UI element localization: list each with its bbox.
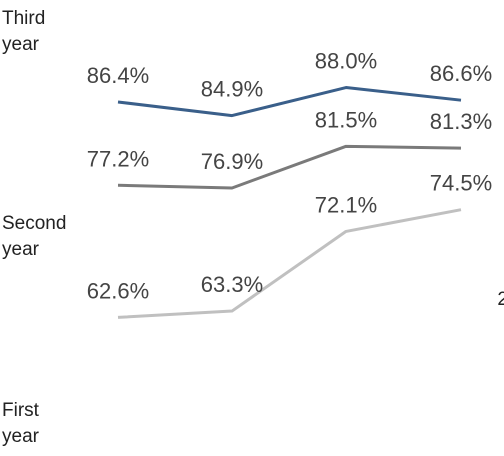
series-line-second-year <box>117 144 462 190</box>
series-label-third-year: Third year <box>2 8 46 55</box>
series-line-third-year <box>117 86 462 118</box>
series-line-first-year <box>117 208 462 319</box>
data-label-second-year-1: 77.2% <box>87 146 149 171</box>
data-label-first-year-2: 63.3% <box>201 272 263 297</box>
series-label-second-year: Second year <box>2 213 67 260</box>
series-label-first-year: First year <box>2 400 39 447</box>
data-label-second-year-4: 81.3% <box>430 109 492 134</box>
data-label-third-year-2: 84.9% <box>201 77 263 102</box>
data-label-third-year-4: 86.6% <box>430 61 492 86</box>
data-label-third-year-1: 86.4% <box>87 63 149 88</box>
data-label-first-year-3: 72.1% <box>315 192 377 217</box>
data-label-first-year-1: 62.6% <box>87 278 149 303</box>
data-label-second-year-3: 81.5% <box>315 107 377 132</box>
data-label-first-year-4: 74.5% <box>430 171 492 196</box>
data-label-third-year-3: 88.0% <box>315 49 377 74</box>
data-label-second-year-2: 76.9% <box>201 149 263 174</box>
clipped-text: 2 <box>497 289 504 310</box>
